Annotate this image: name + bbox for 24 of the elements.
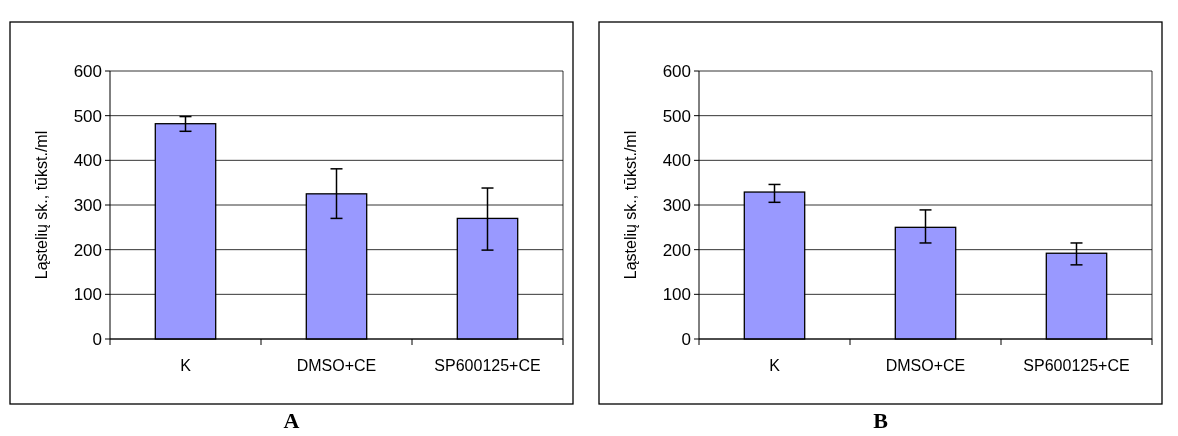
y-tick-label: 300 bbox=[662, 195, 691, 215]
x-tick-label: SP600125+CE bbox=[434, 357, 541, 374]
y-axis-title: Ląstelių sk., tūkst./ml bbox=[622, 130, 639, 280]
y-tick-label: 500 bbox=[73, 106, 102, 126]
y-tick-label: 100 bbox=[662, 285, 691, 305]
y-tick-label: 300 bbox=[73, 195, 102, 215]
x-tick-label: SP600125+CE bbox=[1023, 357, 1130, 374]
x-tick-label: DMSO+CE bbox=[885, 357, 966, 374]
y-tick-label: 600 bbox=[73, 61, 102, 81]
y-tick-label: 0 bbox=[681, 329, 691, 349]
y-tick-label: 0 bbox=[92, 329, 102, 349]
y-axis-title: Ląstelių sk., tūkst./ml bbox=[33, 130, 50, 280]
y-tick-label: 200 bbox=[662, 240, 691, 260]
text: B bbox=[873, 408, 889, 433]
y-tick-label: 100 bbox=[73, 285, 102, 305]
x-tick-label: K bbox=[769, 357, 781, 374]
x-tick-label: DMSO+CE bbox=[296, 357, 377, 374]
text: A bbox=[283, 408, 300, 433]
y-tick-label: 600 bbox=[662, 61, 691, 81]
x-tick-label: K bbox=[180, 357, 192, 374]
y-tick-label: 500 bbox=[662, 106, 691, 126]
y-tick-label: 400 bbox=[662, 151, 691, 171]
y-tick-label: 400 bbox=[73, 151, 102, 171]
y-tick-label: 200 bbox=[73, 240, 102, 260]
